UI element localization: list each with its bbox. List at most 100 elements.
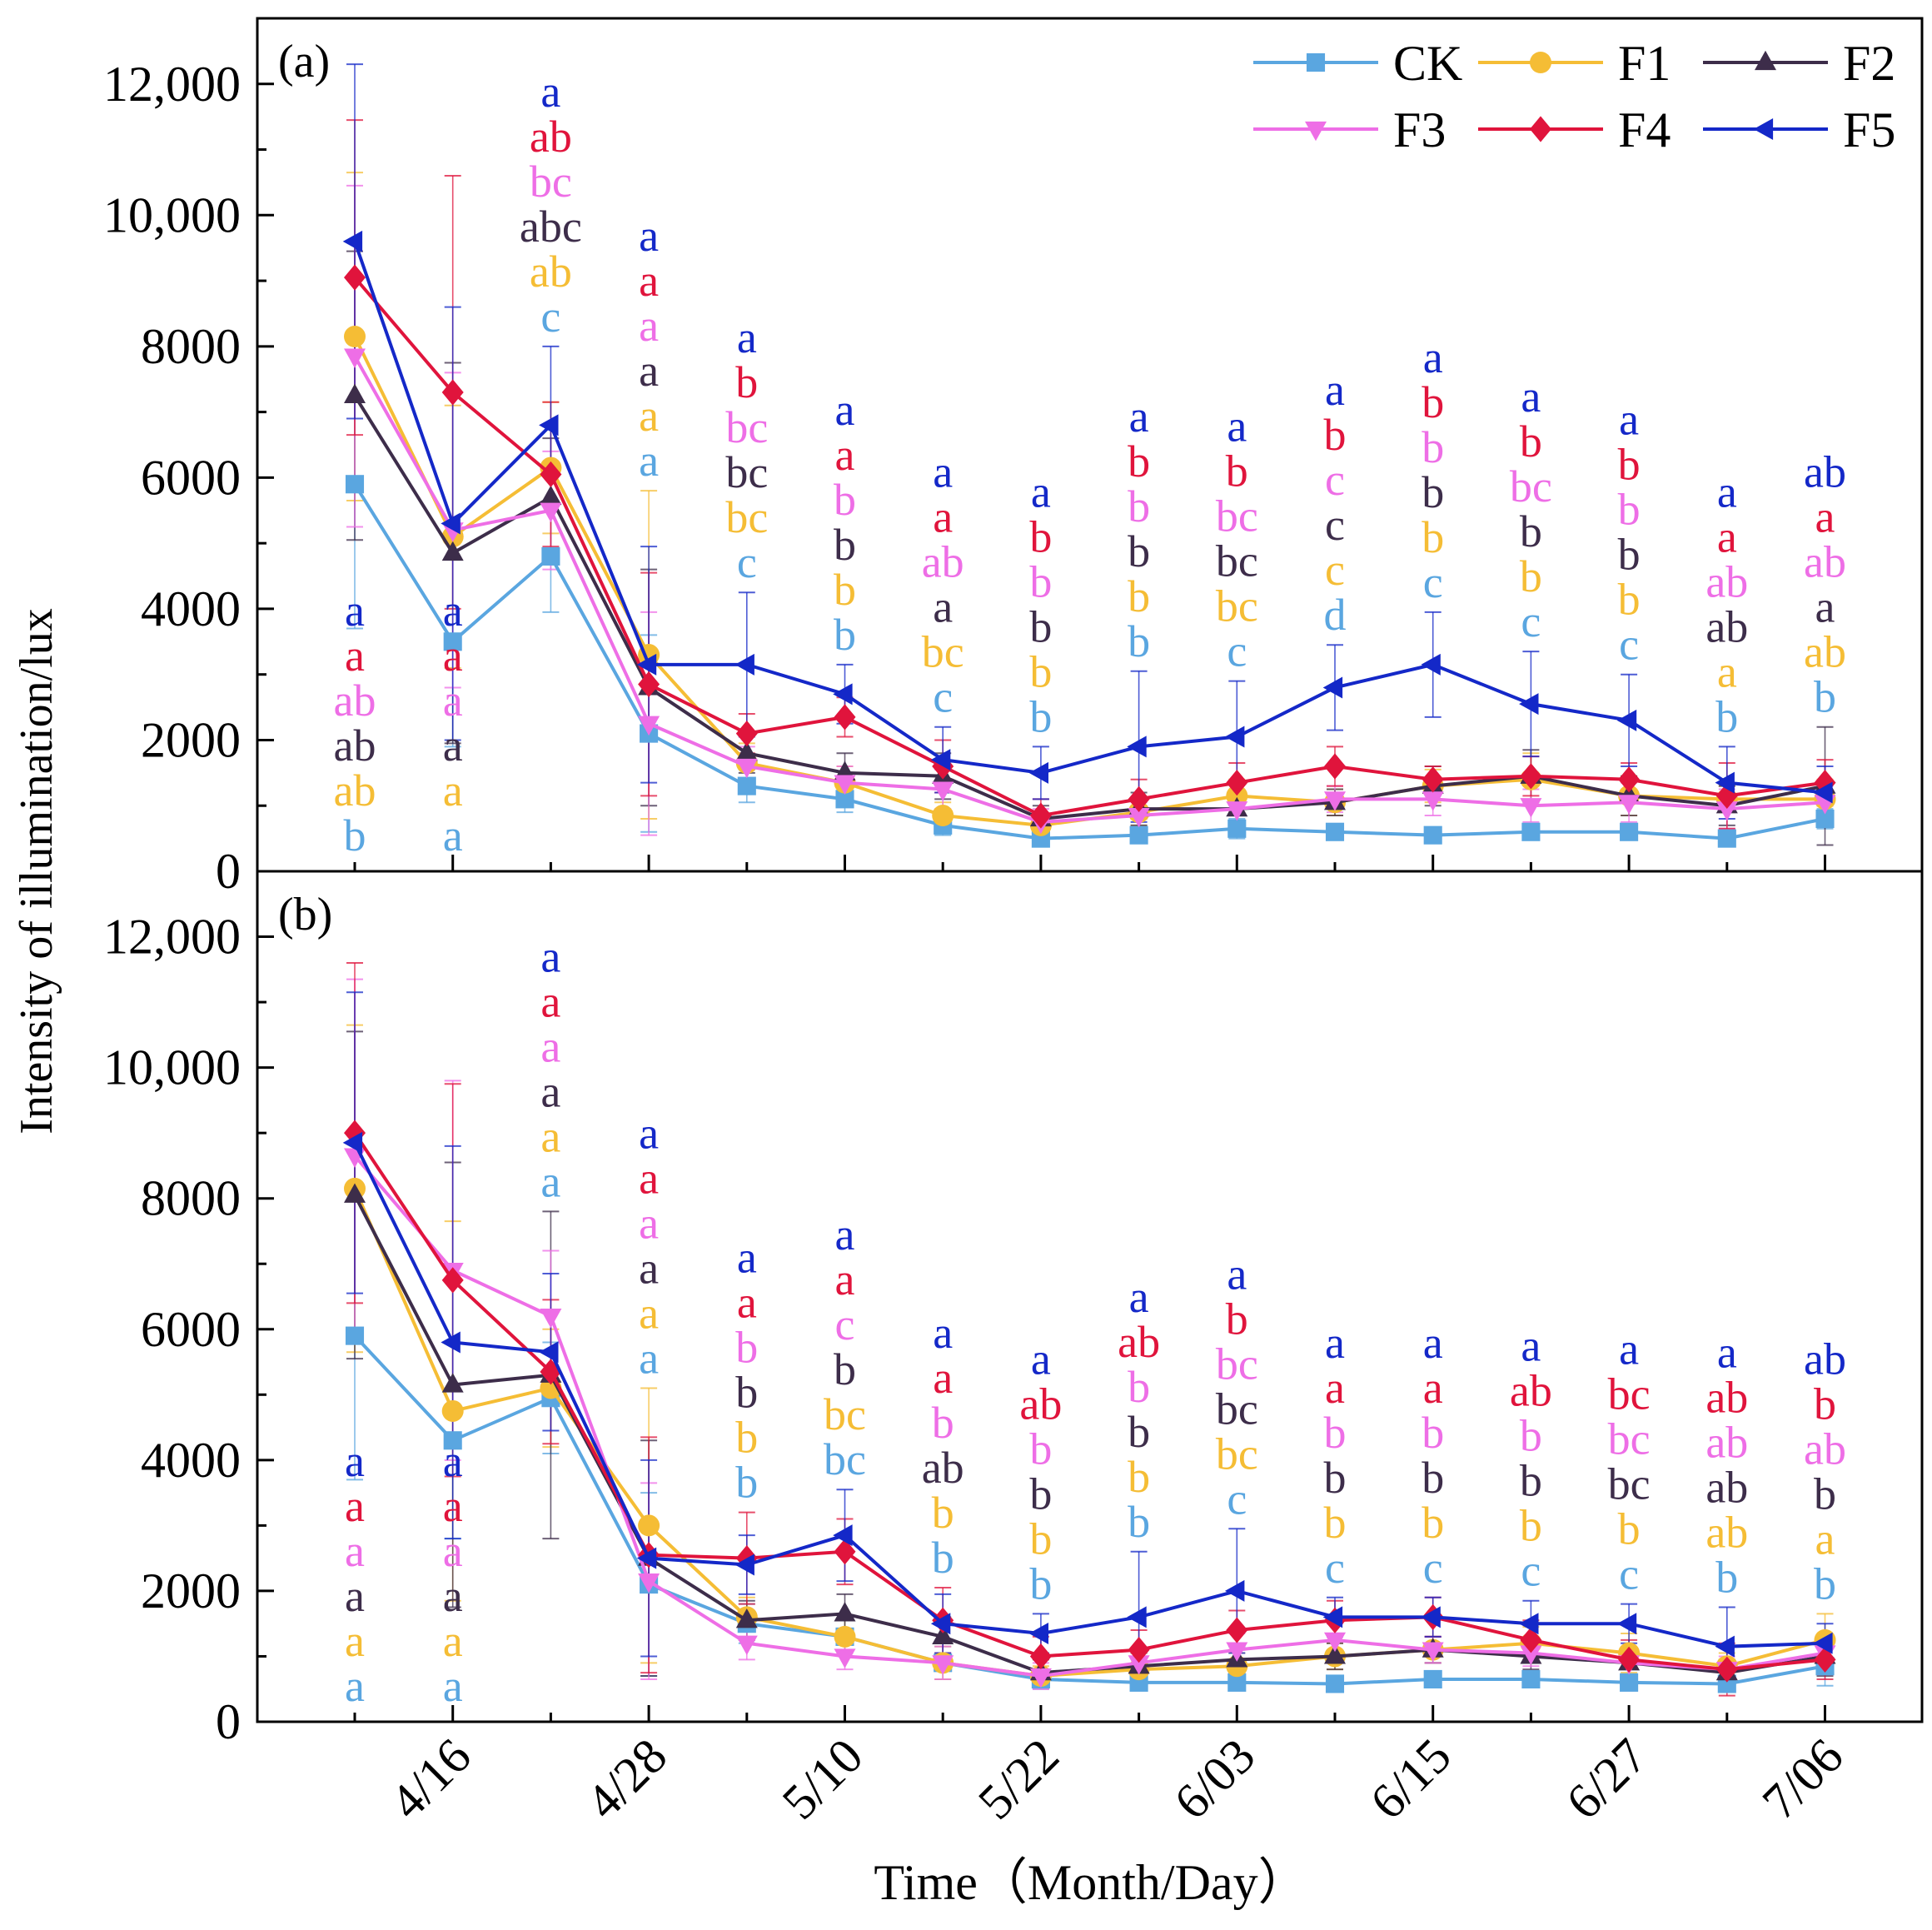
significance-letter-F3: b xyxy=(1029,1424,1052,1474)
significance-letter-F1: bc xyxy=(1216,1429,1258,1479)
significance-letter-F5: a xyxy=(1129,391,1149,441)
significance-letter-F4: ab xyxy=(1510,1366,1552,1416)
legend-label: F5 xyxy=(1843,102,1895,157)
significance-letter-F5: a xyxy=(1423,332,1443,382)
significance-letter-F3: bc xyxy=(1216,491,1258,541)
significance-letter-F4: b xyxy=(1422,377,1444,427)
data-point-CK xyxy=(1325,822,1345,841)
data-point-F2 xyxy=(441,541,464,561)
data-point-F5 xyxy=(1225,1579,1245,1602)
significance-letter-F1: a xyxy=(443,1616,463,1666)
significance-letter-CK: a xyxy=(345,1661,365,1711)
significance-letter-F1: b xyxy=(834,565,856,615)
series-line-F4 xyxy=(353,276,1825,818)
series-CK xyxy=(345,475,1835,848)
legend-item-F1: F1 xyxy=(1478,36,1671,91)
data-point-F3 xyxy=(1422,1642,1444,1662)
significance-letter-F1: ab xyxy=(1705,1508,1748,1558)
data-point-F4 xyxy=(1128,785,1150,812)
significance-letter-F5: a xyxy=(639,1108,659,1158)
significance-letter-F1: b xyxy=(1029,1514,1052,1563)
significance-letter-F1: ab xyxy=(1804,627,1846,677)
significance-letter-F1: bc xyxy=(922,627,964,677)
significance-letter-F4: b xyxy=(1618,440,1641,490)
x-tick-label: 5/22 xyxy=(968,1728,1069,1830)
x-axis-label: Time（Month/Day） xyxy=(874,1855,1307,1910)
significance-letter-F2: a xyxy=(540,1066,560,1116)
x-tick-label: 6/03 xyxy=(1163,1728,1265,1830)
significance-letter-F4: a xyxy=(1325,1363,1345,1413)
significance-letter-F3: b xyxy=(1422,422,1444,472)
significance-letter-F4: b xyxy=(1324,410,1347,460)
data-point-F4 xyxy=(344,264,366,291)
legend-item-CK: CK xyxy=(1253,36,1462,91)
data-point-F4 xyxy=(1814,1646,1836,1673)
significance-letter-F2: b xyxy=(1128,1407,1150,1457)
panel-b: (b) 0 2000 4000 6000 8000 10,000 12,000 4/16 4/28… xyxy=(103,870,1924,1830)
data-point-F3 xyxy=(1226,801,1248,821)
data-point-F4 xyxy=(441,379,464,406)
data-point-CK xyxy=(1815,809,1835,829)
significance-letter-F4: ab xyxy=(530,112,572,162)
x-tick-label: 4/16 xyxy=(380,1728,481,1830)
significance-letter-F4: b xyxy=(735,357,758,407)
significance-letter-CK: b xyxy=(834,610,856,660)
significance-letter-F1: a xyxy=(1815,1514,1835,1563)
series-line-F2 xyxy=(353,394,1825,821)
x-tick-label: 6/27 xyxy=(1556,1728,1657,1830)
significance-letter-F2: b xyxy=(1618,530,1641,580)
data-point-F5 xyxy=(539,414,559,436)
data-point-F5 xyxy=(441,512,461,535)
significance-letter-F5: a xyxy=(1619,395,1639,445)
data-point-F1 xyxy=(1226,785,1248,807)
significance-letter-CK: c xyxy=(540,292,560,342)
significance-letter-F5: a xyxy=(1031,1334,1051,1384)
significance-letter-CK: d xyxy=(1324,590,1347,640)
significance-letter-F2: ab xyxy=(1705,1463,1748,1513)
significance-letter-CK: c xyxy=(1521,596,1541,646)
significance-letter-F4: b xyxy=(1226,1294,1248,1344)
data-point-F3 xyxy=(1422,791,1444,811)
significance-letter-F3: c xyxy=(1325,455,1345,505)
significance-letter-F1: b xyxy=(1422,512,1444,562)
data-point-CK xyxy=(443,1431,462,1450)
significance-letter-F2: a xyxy=(345,1571,365,1621)
data-point-F5 xyxy=(1322,1606,1343,1628)
significance-letter-CK: b xyxy=(735,1458,758,1508)
significance-letter-F1: bc xyxy=(725,492,768,542)
x-tick-label: 6/15 xyxy=(1360,1728,1461,1830)
legend-marker xyxy=(1306,52,1326,72)
significance-letter-CK: c xyxy=(1227,1474,1247,1524)
data-point-F3 xyxy=(1128,807,1150,828)
data-point-CK xyxy=(1620,1673,1639,1692)
data-point-CK xyxy=(1717,829,1736,848)
data-point-F5 xyxy=(1519,1613,1539,1635)
data-point-F5 xyxy=(1715,1635,1735,1658)
data-point-F3 xyxy=(1715,801,1738,821)
significance-letter-F1: a xyxy=(639,391,659,441)
significance-letter-F4: a xyxy=(443,1481,463,1531)
significance-letter-F4: a xyxy=(443,631,463,681)
data-point-F5 xyxy=(734,1553,754,1576)
significance-letter-F5: a xyxy=(737,312,757,362)
significance-letter-CK: b xyxy=(1029,691,1052,741)
significance-letter-F2: b xyxy=(1520,1456,1542,1506)
series-line-F5 xyxy=(353,1142,1825,1648)
significance-letter-F3: a xyxy=(540,1021,560,1071)
data-point-CK xyxy=(1325,1674,1345,1693)
y-tick-label: 2000 xyxy=(141,1563,241,1618)
significance-letter-F1: c xyxy=(1325,545,1345,595)
significance-letter-F2: b xyxy=(1324,1453,1347,1503)
data-point-F4 xyxy=(1618,766,1641,793)
data-point-F3 xyxy=(834,775,856,795)
data-point-F3 xyxy=(834,1648,856,1668)
significance-letter-CK: b xyxy=(1715,691,1738,741)
y-tick-label: 12,000 xyxy=(103,910,241,965)
significance-letter-F1: a xyxy=(345,1616,365,1666)
significance-letter-F5: a xyxy=(1227,401,1247,451)
significance-letter-F5: a xyxy=(345,586,365,636)
data-point-F5 xyxy=(1813,1632,1833,1654)
significance-letter-F5: a xyxy=(443,1436,463,1486)
significance-letter-F2: a xyxy=(443,721,463,771)
